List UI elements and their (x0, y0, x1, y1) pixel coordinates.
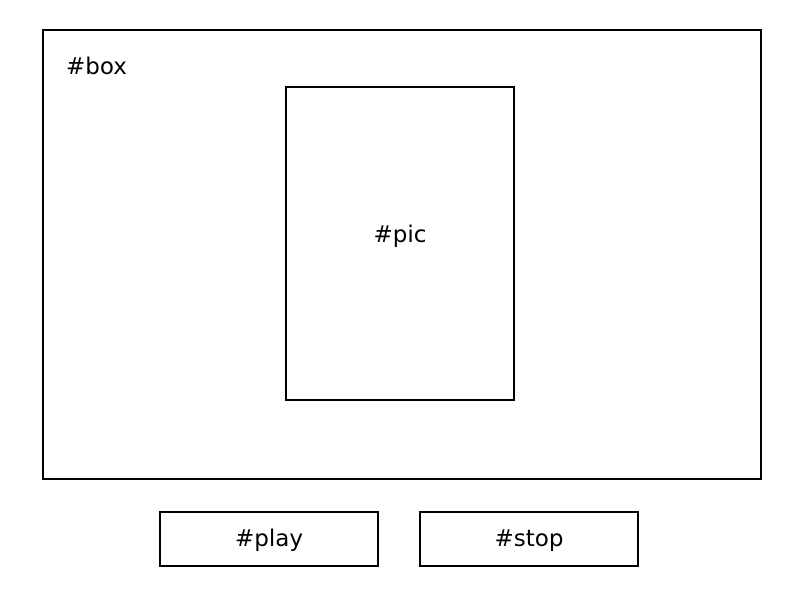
box-label: #box (66, 54, 127, 80)
pic-label: #pic (373, 222, 427, 248)
play-button-label: #play (235, 526, 303, 552)
play-button[interactable]: #play (159, 511, 379, 567)
box-container: #box #pic (42, 29, 762, 480)
stop-button[interactable]: #stop (419, 511, 639, 567)
stop-button-label: #stop (494, 526, 564, 552)
pic-frame: #pic (285, 86, 515, 401)
